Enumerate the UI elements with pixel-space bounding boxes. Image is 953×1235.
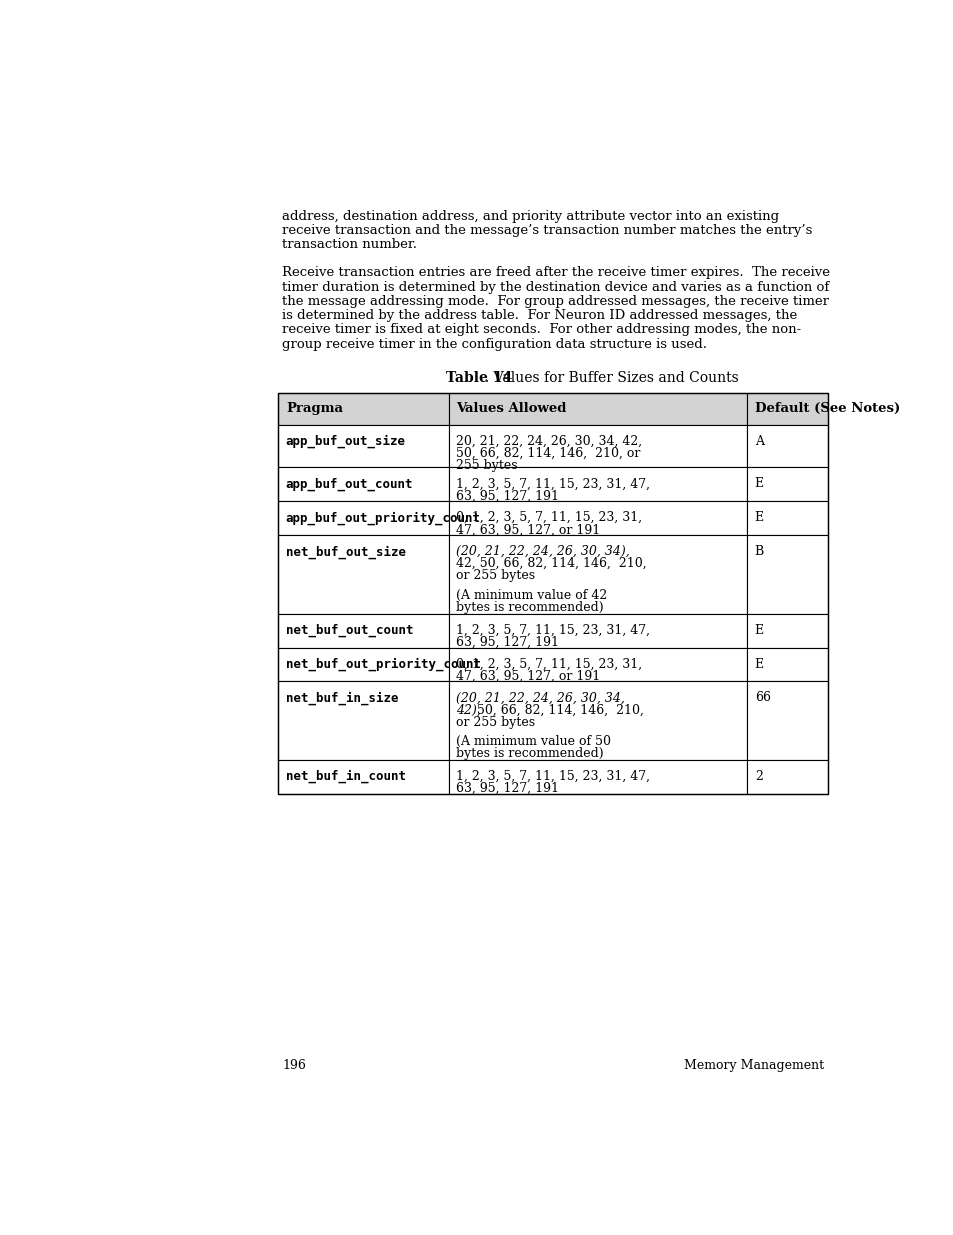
Bar (448, 501, 746, 535)
Text: Table 14: Table 14 (445, 370, 512, 385)
Text: 2: 2 (754, 769, 761, 783)
Text: or 255 bytes: or 255 bytes (456, 715, 535, 729)
Bar (278, 535, 448, 614)
Text: net_buf_out_count: net_buf_out_count (286, 624, 413, 637)
Text: group receive timer in the configuration data structure is used.: group receive timer in the configuration… (282, 337, 706, 351)
Text: . Values for Buffer Sizes and Counts: . Values for Buffer Sizes and Counts (484, 370, 738, 385)
Text: app_buf_out_size: app_buf_out_size (286, 435, 405, 448)
Text: receive timer is fixed at eight seconds.  For other addressing modes, the non-: receive timer is fixed at eight seconds.… (282, 324, 801, 336)
Bar (278, 467, 448, 501)
Bar (448, 647, 746, 682)
Text: address, destination address, and priority attribute vector into an existing: address, destination address, and priori… (282, 210, 779, 222)
Text: E: E (754, 624, 763, 637)
Bar (448, 535, 746, 614)
Bar (746, 614, 827, 647)
Bar (448, 425, 746, 467)
Bar (278, 647, 448, 682)
Bar (278, 501, 448, 535)
Text: 1, 2, 3, 5, 7, 11, 15, 23, 31, 47,: 1, 2, 3, 5, 7, 11, 15, 23, 31, 47, (456, 624, 650, 637)
Text: bytes is recommended): bytes is recommended) (456, 747, 603, 760)
Text: (A mimimum value of 50: (A mimimum value of 50 (456, 735, 611, 748)
Text: 0, 1, 2, 3, 5, 7, 11, 15, 23, 31,: 0, 1, 2, 3, 5, 7, 11, 15, 23, 31, (456, 511, 641, 524)
Text: 20, 21, 22, 24, 26, 30, 34, 42,: 20, 21, 22, 24, 26, 30, 34, 42, (456, 435, 641, 448)
Text: 1, 2, 3, 5, 7, 11, 15, 23, 31, 47,: 1, 2, 3, 5, 7, 11, 15, 23, 31, 47, (456, 478, 650, 490)
Text: Default (See Notes): Default (See Notes) (754, 401, 899, 415)
Bar (278, 760, 448, 794)
Text: net_buf_out_size: net_buf_out_size (286, 545, 405, 558)
Text: 47, 63, 95, 127, or 191: 47, 63, 95, 127, or 191 (456, 669, 600, 683)
Text: 196: 196 (282, 1060, 306, 1072)
Text: Values Allowed: Values Allowed (456, 401, 566, 415)
Text: transaction number.: transaction number. (282, 238, 416, 251)
Text: 42),: 42), (456, 704, 480, 716)
Text: Receive transaction entries are freed after the receive timer expires.  The rece: Receive transaction entries are freed af… (282, 267, 829, 279)
Text: net_buf_out_priority_count: net_buf_out_priority_count (286, 657, 480, 671)
Text: app_buf_out_count: app_buf_out_count (286, 478, 413, 490)
Bar (278, 425, 448, 467)
Bar (278, 682, 448, 760)
Text: Pragma: Pragma (286, 401, 342, 415)
Text: E: E (754, 478, 763, 490)
Text: 50, 66, 82, 114, 146,  210,: 50, 66, 82, 114, 146, 210, (473, 704, 643, 716)
Bar (746, 682, 827, 760)
Text: (20, 21, 22, 24, 26, 30, 34),: (20, 21, 22, 24, 26, 30, 34), (456, 545, 630, 558)
Bar (448, 760, 746, 794)
Bar (448, 467, 746, 501)
Text: or 255 bytes: or 255 bytes (456, 569, 535, 583)
Bar (278, 614, 448, 647)
Bar (746, 647, 827, 682)
Text: 63, 95, 127, 191: 63, 95, 127, 191 (456, 782, 558, 795)
Bar (278, 393, 448, 425)
Text: is determined by the address table.  For Neuron ID addressed messages, the: is determined by the address table. For … (282, 309, 797, 322)
Text: net_buf_in_count: net_buf_in_count (286, 769, 405, 783)
Text: app_buf_out_priority_count: app_buf_out_priority_count (286, 511, 480, 525)
Text: timer duration is determined by the destination device and varies as a function : timer duration is determined by the dest… (282, 280, 828, 294)
Bar (278, 393, 827, 794)
Bar (448, 393, 746, 425)
Text: 63, 95, 127, 191: 63, 95, 127, 191 (456, 636, 558, 648)
Text: 50, 66, 82, 114, 146,  210, or: 50, 66, 82, 114, 146, 210, or (456, 447, 640, 461)
Bar (746, 535, 827, 614)
Bar (448, 614, 746, 647)
Bar (746, 467, 827, 501)
Text: 47, 63, 95, 127, or 191: 47, 63, 95, 127, or 191 (456, 524, 600, 536)
Text: (20, 21, 22, 24, 26, 30, 34,: (20, 21, 22, 24, 26, 30, 34, (456, 692, 624, 704)
Text: 255 bytes: 255 bytes (456, 459, 517, 472)
Bar (746, 425, 827, 467)
Bar (746, 760, 827, 794)
Text: B: B (754, 545, 763, 558)
Text: net_buf_in_size: net_buf_in_size (286, 692, 398, 705)
Text: the message addressing mode.  For group addressed messages, the receive timer: the message addressing mode. For group a… (282, 295, 828, 308)
Bar (448, 682, 746, 760)
Text: 0, 1, 2, 3, 5, 7, 11, 15, 23, 31,: 0, 1, 2, 3, 5, 7, 11, 15, 23, 31, (456, 657, 641, 671)
Text: bytes is recommended): bytes is recommended) (456, 600, 603, 614)
Text: A: A (754, 435, 763, 448)
Text: 66: 66 (754, 692, 770, 704)
Text: 63, 95, 127, 191: 63, 95, 127, 191 (456, 489, 558, 503)
Bar (746, 501, 827, 535)
Text: 1, 2, 3, 5, 7, 11, 15, 23, 31, 47,: 1, 2, 3, 5, 7, 11, 15, 23, 31, 47, (456, 769, 650, 783)
Text: 42, 50, 66, 82, 114, 146,  210,: 42, 50, 66, 82, 114, 146, 210, (456, 557, 646, 571)
Text: receive transaction and the message’s transaction number matches the entry’s: receive transaction and the message’s tr… (282, 224, 812, 237)
Bar (746, 393, 827, 425)
Text: E: E (754, 511, 763, 524)
Text: Memory Management: Memory Management (683, 1060, 823, 1072)
Text: (A minimum value of 42: (A minimum value of 42 (456, 589, 607, 601)
Text: E: E (754, 657, 763, 671)
